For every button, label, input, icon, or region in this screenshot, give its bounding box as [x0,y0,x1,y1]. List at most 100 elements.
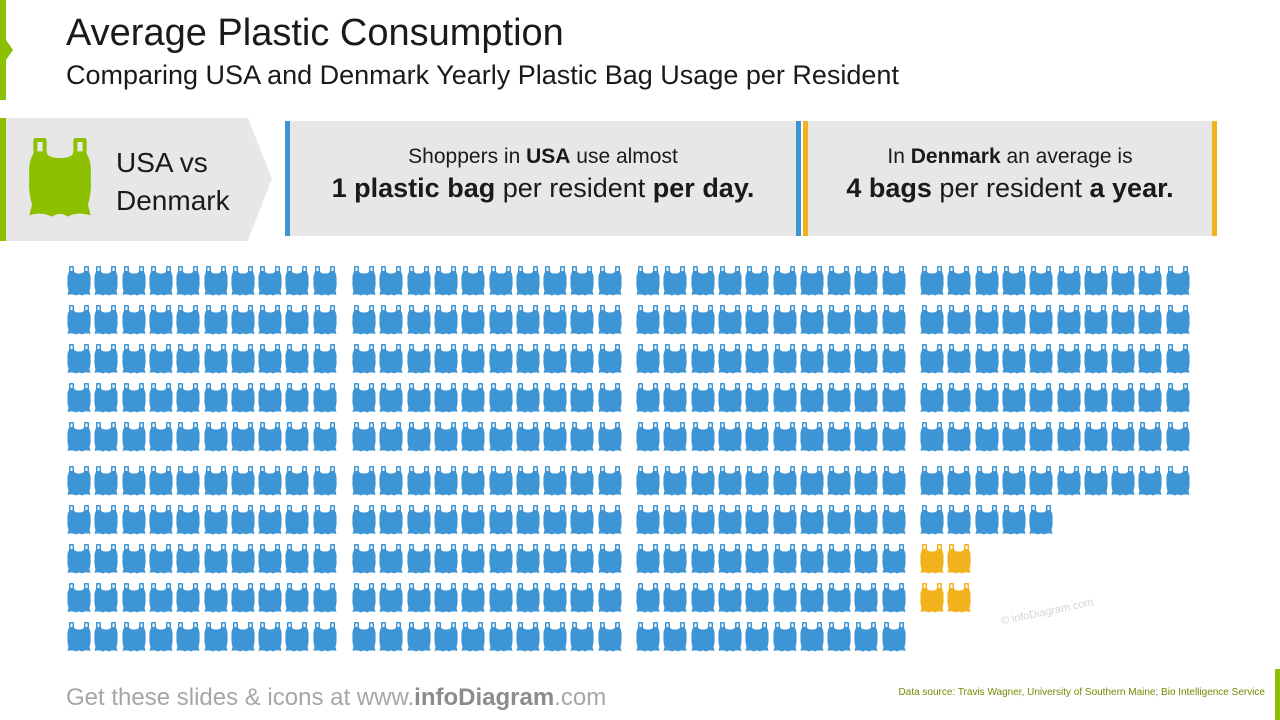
usa-bag-icon [203,383,228,413]
usa-bag-icon [516,466,540,496]
usa-bag-icon [663,383,687,413]
usa-bag-icon [690,466,715,496]
usa-bag-icon [598,505,622,535]
usa-bag-icon [947,422,971,452]
accent-bar-right [1275,669,1280,720]
usa-bag-icon [285,505,310,535]
usa-bag-icon [1029,266,1053,296]
usa-bag-icon [461,344,485,374]
usa-bag-icon [745,622,769,652]
usa-bag-icon [176,344,200,374]
usa-bag-icon [974,466,999,496]
usa-bag-icon [690,583,715,613]
usa-bag-icon [636,583,660,613]
usa-bag-icon [772,622,797,652]
usa-bag-icon [718,466,742,496]
usa-bag-icon [974,305,999,335]
usa-bag-icon [203,544,228,574]
usa-bag-icon [203,466,228,496]
usa-bag-icon [570,466,595,496]
usa-bag-icon [488,266,513,296]
usa-bag-icon [772,422,797,452]
usa-bag-icon [598,583,622,613]
usa-bag-icon [570,622,595,652]
usa-bag-icon [745,505,769,535]
usa-bag-icon [570,266,595,296]
usa-bag-icon [543,622,567,652]
usa-bag-icon [543,505,567,535]
accent-notch [6,40,13,60]
usa-bag-icon [827,344,851,374]
usa-bag-icon [598,383,622,413]
usa-bag-icon [800,466,824,496]
usa-bag-icon [176,305,200,335]
usa-bag-icon [1166,344,1190,374]
usa-bag-icon [690,622,715,652]
usa-bag-icon [827,422,851,452]
usa-bag-icon [516,583,540,613]
usa-bag-icon [516,622,540,652]
usa-bag-icon [854,505,879,535]
usa-bag-icon [745,544,769,574]
usa-bag-icon [379,622,403,652]
usa-bag-icon [1166,422,1190,452]
accent-bar-left [0,0,6,100]
usa-bag-icon [285,422,310,452]
usa-bag-icon [176,505,200,535]
usa-bag-icon [313,583,337,613]
usa-bag-icon [461,383,485,413]
usa-bag-icon [1056,466,1081,496]
usa-bag-icon [94,505,118,535]
usa-bag-icon [800,505,824,535]
usa-bag-icon [882,383,906,413]
intro-text: USA vs Denmark [116,144,230,220]
usa-bag-icon [488,422,513,452]
usa-bag-icon [663,422,687,452]
usa-bag-icon [745,466,769,496]
usa-bag-icon [149,422,173,452]
usa-bag-icon [1084,466,1108,496]
usa-bag-icon [379,422,403,452]
denmark-bag-icon [947,544,971,574]
usa-bag-icon [313,544,337,574]
usa-bag-icon [570,422,595,452]
usa-bag-icon [718,583,742,613]
denmark-fact-box: In Denmark an average is 4 bags per resi… [803,121,1217,236]
usa-bag-icon [1138,266,1163,296]
usa-bag-icon [121,422,146,452]
usa-bag-icon [488,622,513,652]
usa-bag-icon [745,583,769,613]
usa-bag-icon [94,622,118,652]
usa-bag-icon [203,583,228,613]
usa-bag-icon [203,422,228,452]
data-source: Data source: Travis Wagner, University o… [898,687,1265,698]
usa-bag-icon [406,422,431,452]
usa-bag-icon [543,266,567,296]
usa-bag-icon [854,622,879,652]
usa-bag-icon [570,383,595,413]
usa-bag-icon [231,583,255,613]
usa-bag-icon [800,344,824,374]
usa-bag-icon [434,466,458,496]
usa-bag-icon [231,422,255,452]
usa-bag-icon [598,266,622,296]
usa-bag-icon [313,344,337,374]
usa-bag-icon [434,583,458,613]
usa-bag-icon [947,305,971,335]
usa-bag-icon [718,622,742,652]
usa-bag-icon [461,583,485,613]
usa-bag-icon [690,344,715,374]
usa-bag-icon [718,383,742,413]
usa-bag-icon [1084,305,1108,335]
usa-bag-icon [718,266,742,296]
usa-bag-icon [149,305,173,335]
usa-bag-icon [690,544,715,574]
usa-bag-icon [974,422,999,452]
usa-bag-icon [231,622,255,652]
usa-bag-icon [1084,422,1108,452]
usa-bag-icon [854,383,879,413]
usa-bag-icon [800,583,824,613]
usa-bag-icon [663,466,687,496]
denmark-fact-line-2: 4 bags per resident a year. [846,173,1174,203]
usa-bag-icon [203,622,228,652]
